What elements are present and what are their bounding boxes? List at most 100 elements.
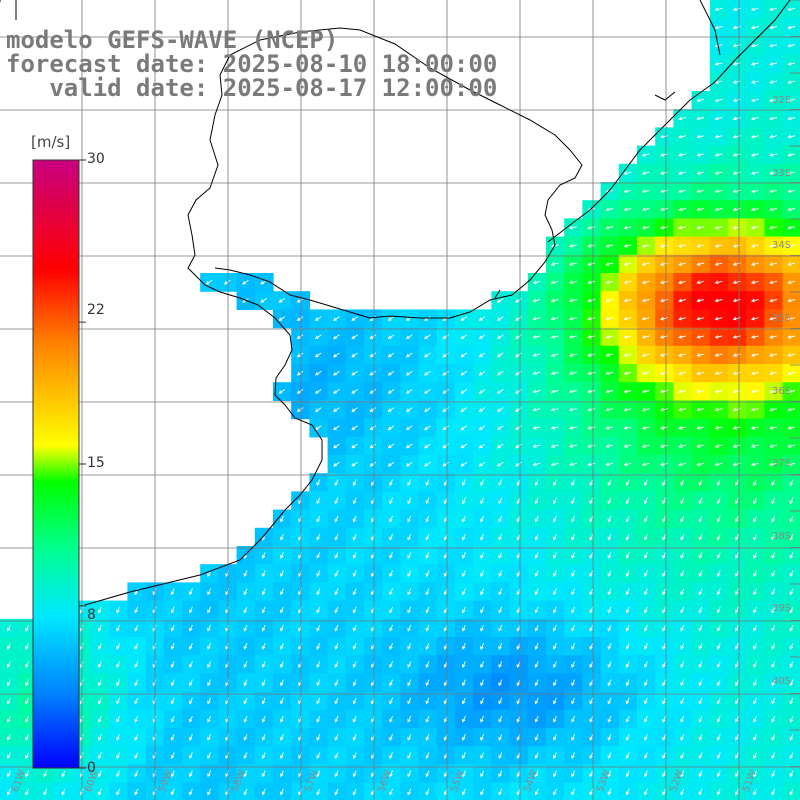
wind-arrow bbox=[696, 389, 705, 394]
wind-arrow bbox=[516, 479, 521, 487]
wind-arrow bbox=[678, 280, 687, 285]
wind-arrow bbox=[641, 153, 650, 157]
wind-arrow bbox=[789, 734, 794, 741]
wind-arrow bbox=[698, 643, 703, 650]
wind-arrow bbox=[188, 752, 193, 760]
wind-arrow bbox=[571, 588, 576, 596]
wind-arrow bbox=[623, 207, 632, 212]
wind-arrow bbox=[314, 352, 322, 358]
wind-arrow bbox=[714, 407, 723, 412]
wind-arrow bbox=[333, 334, 340, 340]
wind-arrow bbox=[662, 788, 667, 796]
wind-arrow bbox=[389, 479, 394, 487]
wind-arrow bbox=[678, 353, 687, 357]
wind-arrow bbox=[498, 770, 503, 778]
wind-arrow bbox=[680, 552, 685, 559]
wind-arrow bbox=[750, 298, 759, 303]
wind-arrow bbox=[678, 225, 687, 230]
wind-arrow bbox=[680, 734, 685, 741]
wind-arrow bbox=[407, 734, 412, 741]
wind-arrow bbox=[623, 371, 632, 376]
wind-arrow bbox=[333, 352, 340, 358]
wind-arrow bbox=[134, 606, 139, 614]
wind-arrow bbox=[314, 316, 322, 321]
wind-arrow bbox=[789, 533, 794, 541]
wind-arrow bbox=[314, 389, 322, 394]
wind-arrow bbox=[97, 679, 102, 687]
wind-arrow bbox=[605, 389, 614, 394]
wind-arrow bbox=[625, 515, 630, 523]
wind-arrow bbox=[424, 443, 431, 449]
wind-arrow bbox=[769, 7, 778, 12]
wind-arrow bbox=[662, 643, 667, 650]
wind-arrow bbox=[698, 479, 703, 487]
wind-arrow bbox=[587, 280, 596, 285]
wind-arrow bbox=[787, 98, 796, 103]
wind-arrow bbox=[769, 389, 778, 394]
wind-arrow bbox=[352, 624, 357, 632]
wind-arrow bbox=[389, 643, 394, 650]
wind-arrow bbox=[261, 661, 266, 669]
wind-arrow bbox=[623, 389, 632, 394]
wind-arrow bbox=[571, 552, 576, 559]
wind-arrow bbox=[771, 570, 776, 578]
wind-arrow bbox=[589, 606, 594, 614]
wind-arrow bbox=[389, 606, 394, 614]
wind-arrow bbox=[696, 426, 705, 430]
wind-arrow bbox=[534, 752, 539, 760]
wind-arrow bbox=[534, 624, 539, 632]
wind-arrow bbox=[607, 770, 612, 778]
wind-arrow bbox=[279, 697, 284, 705]
wind-arrow bbox=[605, 298, 614, 303]
wind-arrow bbox=[425, 497, 430, 505]
wind-arrow bbox=[605, 335, 614, 339]
wind-arrow bbox=[696, 225, 705, 230]
wind-arrow bbox=[716, 643, 721, 650]
wind-arrow bbox=[425, 533, 430, 541]
wind-cell bbox=[782, 782, 800, 800]
wind-arrow bbox=[678, 444, 687, 448]
wind-arrow bbox=[607, 734, 612, 741]
wind-arrow bbox=[223, 279, 231, 285]
wind-arrow bbox=[662, 752, 667, 760]
wind-arrow bbox=[387, 389, 395, 394]
wind-arrow bbox=[532, 280, 541, 285]
wind-arrow bbox=[789, 497, 794, 505]
wind-arrow bbox=[498, 479, 503, 487]
wind-arrow bbox=[571, 606, 576, 614]
wind-arrow bbox=[516, 643, 521, 650]
wind-arrow bbox=[261, 770, 266, 778]
wind-arrow bbox=[407, 788, 412, 796]
colorbar-tick-30: 30 bbox=[87, 151, 105, 167]
wind-arrow bbox=[387, 370, 395, 376]
wind-arrow bbox=[605, 244, 614, 248]
wind-arrow bbox=[515, 298, 522, 303]
wind-arrow bbox=[296, 334, 304, 340]
wind-arrow bbox=[787, 316, 796, 321]
wind-arrow bbox=[698, 552, 703, 559]
wind-arrow bbox=[750, 280, 759, 285]
wind-arrow bbox=[625, 752, 630, 760]
wind-arrow bbox=[643, 697, 648, 705]
wind-arrow bbox=[571, 643, 576, 650]
wind-arrow bbox=[496, 370, 504, 376]
wind-arrow bbox=[480, 497, 485, 505]
wind-arrow bbox=[425, 715, 430, 723]
wind-arrow bbox=[516, 661, 521, 669]
wind-arrow bbox=[6, 624, 11, 632]
wind-arrow bbox=[188, 661, 193, 669]
wind-arrow bbox=[207, 697, 212, 705]
wind-arrow bbox=[568, 407, 577, 412]
wind-arrow bbox=[316, 533, 321, 541]
wind-arrow bbox=[698, 570, 703, 578]
wind-arrow bbox=[662, 715, 667, 723]
wind-arrow bbox=[607, 697, 612, 705]
wind-arrow bbox=[698, 497, 703, 505]
wind-arrow bbox=[714, 98, 723, 103]
wind-arrow bbox=[407, 606, 412, 614]
wind-arrow bbox=[659, 316, 668, 321]
wind-arrow bbox=[279, 552, 284, 559]
wind-arrow bbox=[680, 715, 685, 723]
wind-arrow bbox=[789, 715, 794, 723]
wind-arrow bbox=[534, 661, 539, 669]
